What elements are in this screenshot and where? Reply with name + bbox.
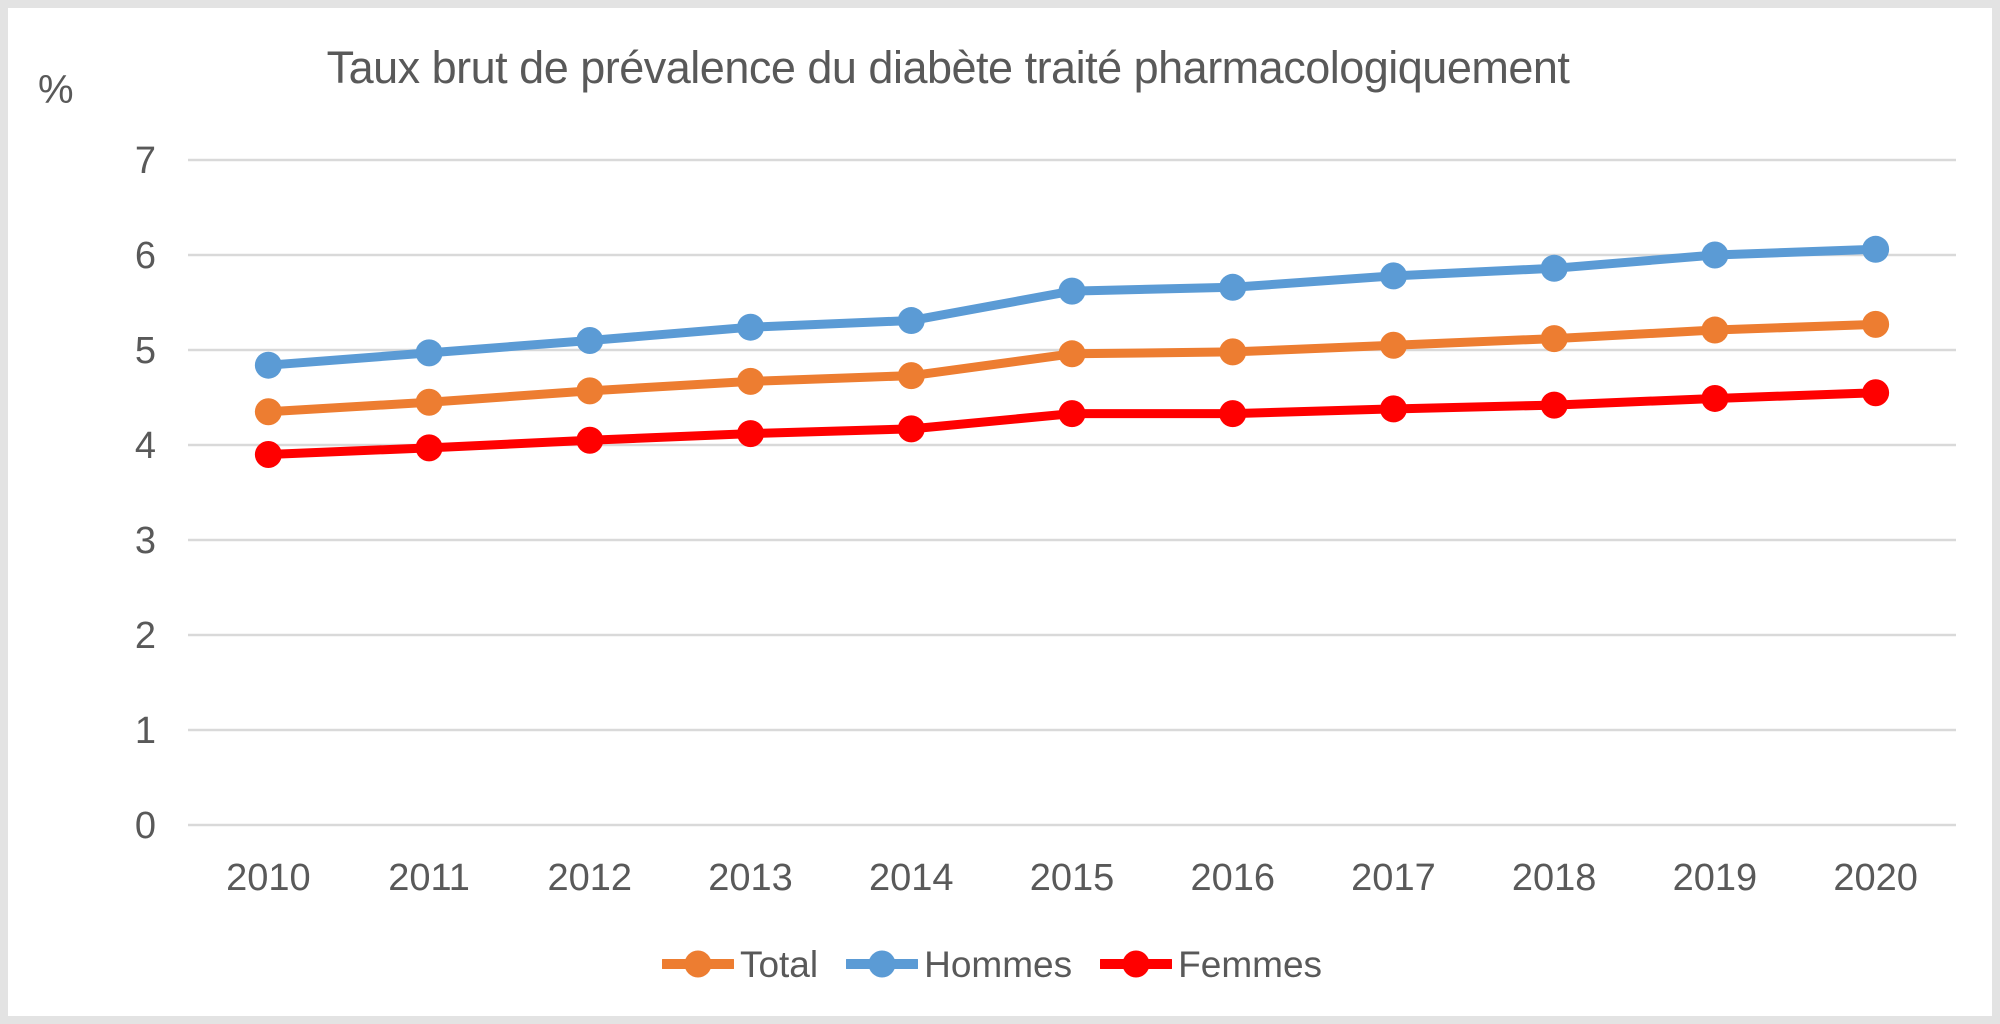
series-point-femmes-2011 (415, 434, 443, 462)
y-tick-label-0: 0 (135, 805, 156, 847)
y-tick-label-1: 1 (135, 710, 156, 752)
x-tick-label-2018: 2018 (1512, 857, 1597, 899)
series-point-femmes-2019 (1701, 384, 1729, 412)
series-point-femmes-2010 (254, 441, 282, 468)
y-tick-label-6: 6 (135, 235, 156, 277)
series-point-femmes-2013 (737, 420, 765, 448)
y-tick-label-7: 7 (135, 140, 156, 182)
series-point-total-2017 (1379, 331, 1407, 359)
series-point-total-2013 (737, 367, 765, 395)
x-tick-label-2014: 2014 (869, 857, 954, 899)
chart-title: Taux brut de prévalence du diabète trait… (326, 42, 1570, 93)
series-point-total-2018 (1540, 325, 1568, 353)
legend-item-femmes: Femmes (1100, 946, 1322, 983)
series-point-hommes-2010 (254, 351, 282, 379)
series-point-hommes-2019 (1701, 241, 1729, 269)
series-point-hommes-2017 (1379, 262, 1407, 290)
series-point-femmes-2018 (1540, 391, 1568, 419)
y-axis-unit-label: % (38, 68, 74, 112)
series-point-hommes-2014 (897, 307, 925, 335)
series-point-femmes-2016 (1219, 400, 1247, 428)
x-tick-label-2010: 2010 (226, 857, 311, 899)
y-tick-label-5: 5 (135, 330, 156, 372)
series-point-femmes-2014 (897, 415, 925, 443)
series-point-hommes-2016 (1219, 273, 1247, 301)
series-point-total-2010 (254, 398, 282, 426)
series-point-total-2014 (897, 362, 925, 390)
legend-label-hommes: Hommes (924, 943, 1073, 985)
series-point-femmes-2015 (1058, 400, 1086, 428)
series-point-hommes-2012 (576, 327, 604, 354)
series-point-femmes-2017 (1379, 395, 1407, 423)
legend-item-hommes: Hommes (846, 946, 1072, 983)
legend-label-femmes: Femmes (1178, 943, 1323, 985)
x-tick-label-2017: 2017 (1351, 857, 1436, 899)
series-point-total-2020 (1862, 310, 1890, 338)
legend-marker-femmes-icon (1100, 950, 1173, 978)
legend-item-total: Total (661, 943, 819, 985)
series-point-hommes-2018 (1540, 254, 1568, 282)
plot-area: 0 1 2 3 4 5 6 7 2010 2011 2012 2013 2014 2015 2016 2017… (135, 140, 1956, 899)
series-point-total-2016 (1219, 338, 1247, 366)
series-point-femmes-2020 (1862, 379, 1890, 407)
x-tick-label-2011: 2011 (388, 857, 470, 899)
series-point-total-2011 (415, 388, 443, 416)
legend-marker-total-icon (661, 950, 734, 978)
series-point-total-2019 (1701, 316, 1729, 344)
y-tick-label-3: 3 (135, 520, 156, 562)
x-tick-label-2020: 2020 (1833, 857, 1918, 899)
x-tick-label-2015: 2015 (1030, 857, 1115, 899)
series-point-hommes-2013 (737, 313, 765, 341)
x-tick-label-2013: 2013 (708, 857, 793, 899)
legend-label-total: Total (739, 943, 819, 985)
series-point-total-2015 (1058, 340, 1086, 368)
y-tick-label-2: 2 (135, 615, 156, 657)
series-point-hommes-2015 (1058, 277, 1086, 305)
y-tick-label-4: 4 (135, 425, 156, 467)
x-tick-label-2016: 2016 (1190, 857, 1275, 899)
series-point-hommes-2011 (415, 339, 443, 367)
legend-marker-hommes-icon (846, 950, 919, 978)
x-tick-label-2012: 2012 (548, 857, 633, 899)
series-point-femmes-2012 (576, 426, 604, 454)
series-point-total-2012 (576, 377, 604, 405)
legend: Total Hommes Femmes (8, 936, 1976, 992)
x-tick-label-2019: 2019 (1673, 857, 1758, 899)
series-point-hommes-2020 (1862, 235, 1890, 263)
